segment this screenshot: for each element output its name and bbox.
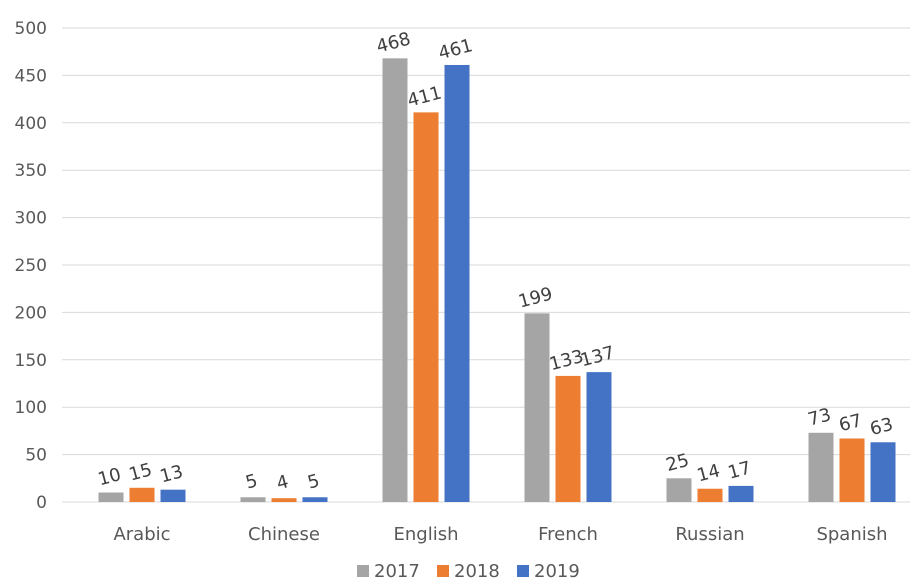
bar-2017-chinese	[240, 497, 266, 502]
legend-swatch-2018	[437, 565, 449, 577]
data-label: 15	[127, 459, 155, 485]
y-tick-label: 50	[25, 446, 47, 466]
bar-2018-spanish	[839, 438, 865, 502]
bars	[98, 58, 896, 503]
bar-2019-french	[586, 372, 612, 502]
bar-2019-russian	[728, 485, 754, 502]
bar-2017-english	[382, 58, 408, 502]
legend-label: 2018	[454, 561, 500, 580]
bar-2017-russian	[666, 478, 692, 502]
legend-label: 2017	[374, 561, 420, 580]
data-label: 63	[868, 414, 896, 440]
y-tick-label: 400	[15, 114, 47, 134]
data-label: 5	[305, 470, 321, 493]
bar-2018-russian	[697, 488, 723, 502]
x-axis-categories: Arabic Chinese English French Russian Spanish	[113, 524, 887, 545]
category-label: Russian	[675, 524, 744, 545]
bar-2018-chinese	[271, 498, 297, 502]
data-label: 25	[664, 450, 692, 476]
data-label: 137	[578, 342, 617, 371]
data-label: 5	[243, 470, 259, 493]
bar-2017-arabic	[98, 492, 124, 502]
bar-2018-english	[413, 112, 439, 502]
data-label: 4	[274, 471, 290, 494]
bar-2018-arabic	[129, 487, 155, 502]
category-label: French	[538, 524, 598, 545]
y-tick-label: 450	[15, 66, 47, 86]
data-label: 468	[374, 28, 413, 57]
category-label: Arabic	[113, 524, 170, 545]
data-label: 10	[96, 464, 124, 490]
y-tick-label: 150	[15, 351, 47, 371]
data-label: 13	[158, 461, 186, 487]
y-tick-label: 200	[15, 303, 47, 323]
data-label: 73	[806, 404, 834, 430]
gridlines	[62, 27, 910, 503]
data-label: 411	[405, 82, 444, 111]
y-tick-label: 350	[15, 161, 47, 181]
data-label: 14	[695, 460, 723, 486]
legend-swatch-2019	[517, 565, 529, 577]
data-label: 67	[837, 410, 865, 436]
y-tick-label: 100	[15, 398, 47, 418]
category-label: Spanish	[816, 524, 887, 545]
bar-2017-french	[524, 313, 550, 502]
category-label: English	[394, 524, 459, 545]
legend: 2017 2018 2019	[357, 561, 580, 580]
category-label: Chinese	[248, 524, 320, 545]
bar-2017-spanish	[808, 432, 834, 502]
legend-label: 2019	[534, 561, 580, 580]
data-label: 17	[726, 457, 754, 483]
y-axis-ticks: 0 50 100 150 200 250 300 350 400 450 500	[15, 19, 47, 513]
y-tick-label: 500	[15, 19, 47, 39]
legend-swatch-2017	[357, 565, 369, 577]
y-tick-label: 300	[15, 209, 47, 229]
y-tick-label: 250	[15, 256, 47, 276]
bar-2019-chinese	[302, 497, 328, 502]
data-label: 461	[436, 35, 475, 64]
bar-2019-arabic	[160, 489, 186, 502]
bar-2019-spanish	[870, 442, 896, 502]
data-label: 199	[516, 283, 555, 312]
bar-2019-english	[444, 64, 470, 503]
bar-2018-french	[555, 375, 581, 502]
y-tick-label: 0	[36, 493, 47, 513]
